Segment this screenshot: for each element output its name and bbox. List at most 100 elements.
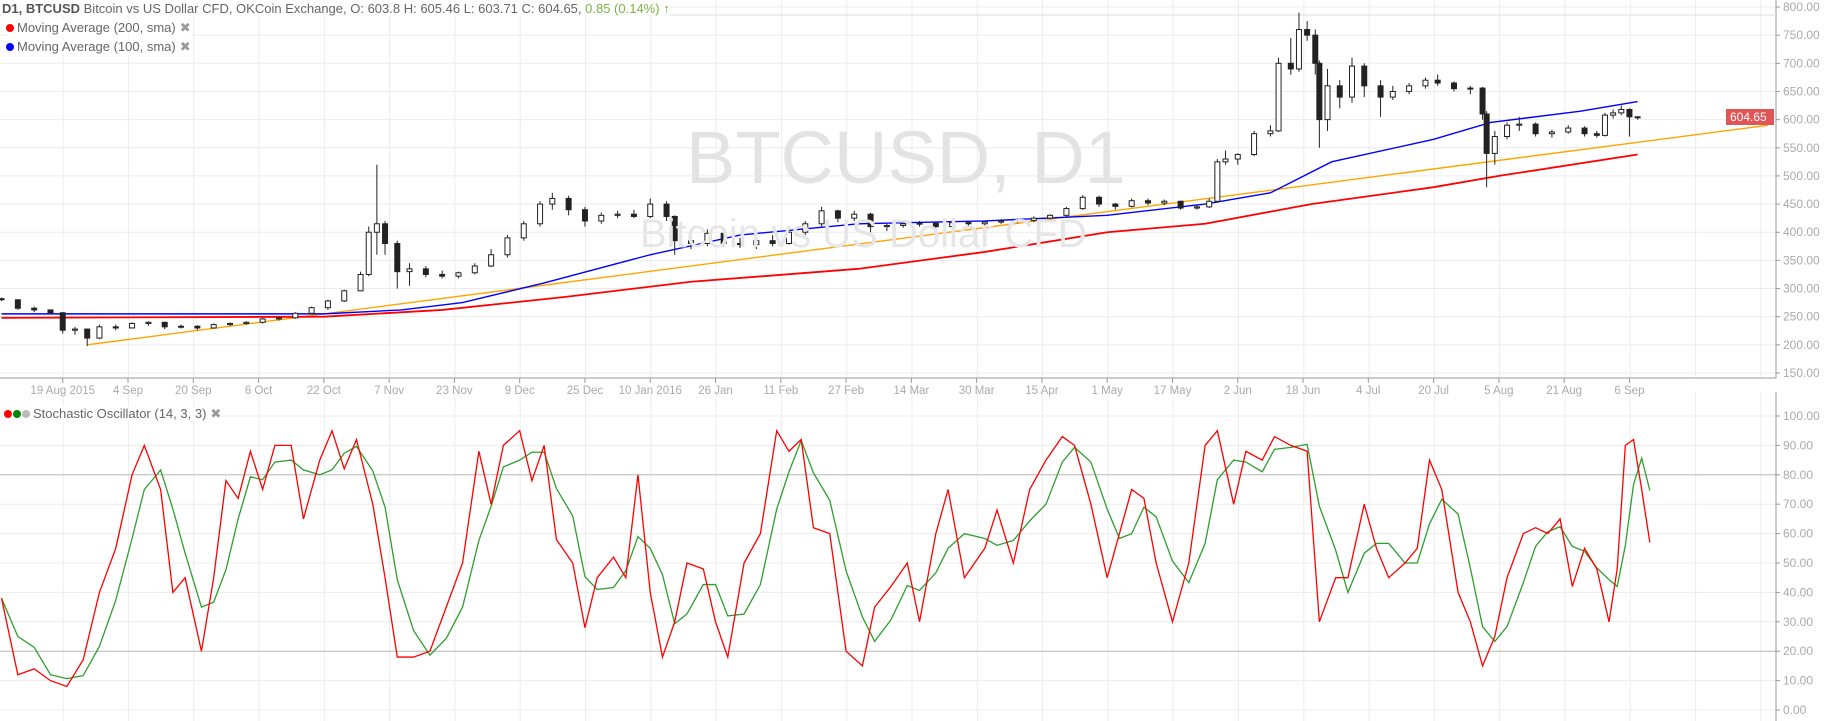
candle: [537, 203, 544, 225]
candle: [916, 222, 923, 225]
x-tick-label: 15 Apr: [1025, 385, 1058, 397]
trendline: [87, 124, 1769, 346]
y-tick-label: 650.00: [1783, 84, 1820, 98]
gray-dot-icon: [22, 410, 30, 418]
candle: [851, 213, 858, 219]
y-tick-label: 350.00: [1783, 253, 1820, 267]
candle: [1275, 62, 1282, 132]
red-dot-icon: [4, 410, 12, 418]
candle: [663, 203, 670, 217]
candle: [932, 222, 939, 228]
candle: [227, 322, 233, 326]
symbol-description: Bitcoin vs US Dollar CFD, OKCoin Exchang…: [83, 1, 582, 16]
legend-ma100[interactable]: Moving Average (100, sma) ✖: [6, 39, 191, 55]
candle: [1030, 217, 1037, 221]
candle: [1491, 136, 1498, 154]
candle: [1014, 219, 1021, 222]
candle: [1406, 85, 1413, 92]
candle: [145, 321, 152, 324]
close-icon[interactable]: ✖: [179, 39, 191, 54]
osc-tick-label: 10.00: [1783, 674, 1813, 688]
symbol-header: D1, BTCUSD Bitcoin vs US Dollar CFD, OKC…: [2, 1, 670, 16]
candle: [737, 242, 743, 246]
last-price-badge: [1726, 108, 1774, 125]
candle: [488, 254, 495, 267]
x-tick-label: 6 Oct: [245, 385, 273, 397]
candle: [1349, 65, 1355, 98]
candle: [1304, 29, 1311, 36]
candle: [504, 237, 511, 256]
candle: [59, 312, 66, 331]
candle: [1610, 112, 1617, 116]
candle: [1267, 130, 1274, 135]
y-tick-label: 700.00: [1783, 56, 1820, 70]
candle: [1532, 123, 1539, 135]
legend-ma100-label: Moving Average (100, sma): [17, 39, 176, 54]
x-tick-label: 30 Mar: [959, 385, 995, 397]
candle: [581, 209, 588, 222]
legend-stochastic[interactable]: Stochastic Oscillator (14, 3, 3) ✖: [4, 406, 222, 422]
x-tick-label: 20 Sep: [175, 385, 211, 397]
legend-stochastic-label: Stochastic Oscillator (14, 3, 3): [33, 406, 207, 421]
y-tick-label: 300.00: [1783, 282, 1820, 296]
y-tick-label: 600.00: [1783, 113, 1820, 127]
candle: [47, 309, 54, 314]
candle: [373, 223, 380, 233]
candle: [1251, 133, 1258, 156]
candle: [769, 240, 776, 244]
candle: [1206, 200, 1213, 208]
candle: [1422, 79, 1429, 87]
candle: [1079, 196, 1086, 210]
candle: [1565, 127, 1572, 133]
candle: [1295, 29, 1302, 70]
y-tick-label: 450.00: [1783, 197, 1820, 211]
osc-tick-label: 90.00: [1783, 438, 1813, 452]
candle: [1479, 87, 1486, 115]
x-tick-label: 11 Feb: [763, 385, 798, 397]
close-icon[interactable]: ✖: [179, 20, 191, 35]
candle: [406, 268, 413, 273]
candle: [981, 221, 988, 225]
candle: [720, 232, 727, 244]
green-dot-icon: [13, 410, 21, 418]
candle: [365, 231, 372, 275]
x-tick-label: 7 Nov: [374, 385, 404, 397]
candle: [1377, 85, 1384, 98]
candle: [129, 322, 136, 329]
candle: [671, 215, 678, 242]
candle: [753, 240, 760, 246]
candle: [210, 324, 217, 329]
candle: [1222, 158, 1229, 163]
candle: [112, 326, 119, 329]
candle: [1467, 87, 1474, 90]
legend-ma200[interactable]: Moving Average (200, sma) ✖: [6, 20, 191, 36]
candle: [439, 273, 446, 277]
candle: [1128, 200, 1135, 207]
price-change: 0.85 (0.14%): [585, 1, 660, 16]
candle: [292, 312, 299, 319]
symbol-name: D1, BTCUSD: [2, 1, 81, 16]
candle: [259, 318, 266, 323]
candle: [1601, 114, 1608, 136]
blue-dot-icon: [6, 43, 14, 51]
candle: [1389, 90, 1396, 98]
candle: [324, 300, 331, 309]
candle: [471, 265, 478, 274]
candle: [998, 220, 1005, 223]
candle: [394, 242, 401, 273]
candle: [1193, 206, 1200, 209]
candle: [31, 307, 38, 311]
y-tick-label: 150.00: [1783, 366, 1820, 380]
candle: [84, 328, 91, 339]
candle: [1047, 214, 1054, 219]
close-icon[interactable]: ✖: [210, 406, 222, 421]
x-tick-label: 26 Jan: [698, 385, 733, 397]
legend-ma200-label: Moving Average (200, sma): [17, 20, 176, 35]
y-tick-label: 800.00: [1783, 0, 1820, 14]
candle: [949, 222, 956, 228]
candle: [1581, 127, 1588, 135]
candle: [802, 223, 809, 233]
candle: [1287, 62, 1294, 70]
candle: [965, 222, 972, 225]
